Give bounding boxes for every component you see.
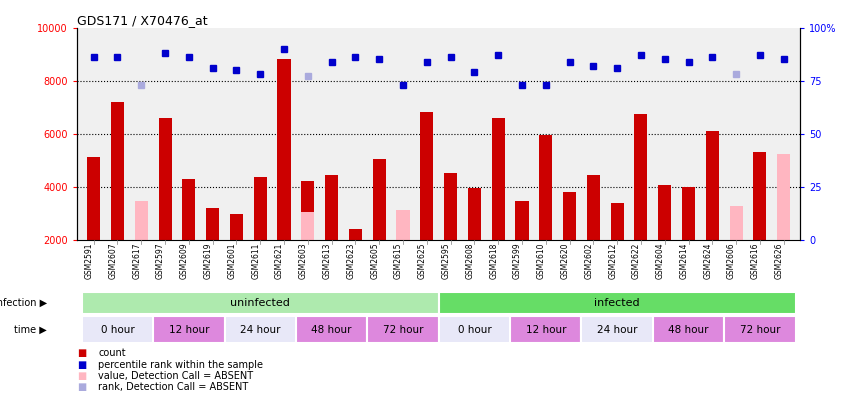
Bar — [581, 316, 653, 343]
Bar — [587, 175, 600, 240]
Bar — [724, 316, 795, 343]
Bar — [777, 154, 790, 240]
Text: GSM2618: GSM2618 — [489, 242, 498, 278]
Bar — [325, 175, 338, 240]
Text: GSM2603: GSM2603 — [299, 242, 308, 279]
Bar — [158, 118, 171, 240]
Text: infection ▶: infection ▶ — [0, 298, 47, 308]
Text: GSM2601: GSM2601 — [228, 242, 236, 279]
Text: 0 hour: 0 hour — [101, 325, 134, 335]
Bar — [658, 185, 671, 240]
Bar — [82, 316, 153, 343]
Bar — [706, 131, 719, 240]
Text: ■: ■ — [77, 360, 86, 369]
Text: GSM2602: GSM2602 — [585, 242, 593, 279]
Bar — [444, 173, 457, 240]
Text: GSM2612: GSM2612 — [608, 242, 617, 278]
Text: ■: ■ — [77, 348, 86, 358]
Text: GSM2611: GSM2611 — [252, 242, 260, 278]
Text: GSM2610: GSM2610 — [537, 242, 546, 279]
Text: time ▶: time ▶ — [15, 325, 47, 335]
Text: GSM2614: GSM2614 — [680, 242, 688, 279]
Text: GSM2617: GSM2617 — [133, 242, 141, 279]
Bar — [396, 210, 409, 240]
Text: uninfected: uninfected — [230, 298, 290, 308]
Text: count: count — [98, 348, 126, 358]
Text: 48 hour: 48 hour — [312, 325, 352, 335]
Text: GSM2621: GSM2621 — [275, 242, 284, 278]
Bar — [82, 292, 439, 314]
Bar — [349, 229, 362, 240]
Bar — [277, 59, 290, 240]
Bar — [372, 159, 386, 240]
Text: GSM2605: GSM2605 — [370, 242, 379, 279]
Bar — [753, 152, 766, 240]
Text: GSM2615: GSM2615 — [394, 242, 403, 279]
Bar — [224, 316, 296, 343]
Text: GSM2624: GSM2624 — [704, 242, 712, 279]
Text: GSM2597: GSM2597 — [156, 242, 165, 279]
Text: GSM2616: GSM2616 — [751, 242, 760, 279]
Bar — [634, 114, 647, 240]
Text: GSM2623: GSM2623 — [347, 242, 355, 279]
Text: GSM2622: GSM2622 — [632, 242, 641, 278]
Bar — [729, 206, 743, 240]
Bar — [491, 118, 505, 240]
Bar — [301, 181, 314, 240]
Text: 72 hour: 72 hour — [740, 325, 780, 335]
Text: GSM2595: GSM2595 — [442, 242, 450, 279]
Bar — [515, 201, 528, 240]
Bar — [420, 112, 433, 240]
Text: 24 hour: 24 hour — [597, 325, 638, 335]
Text: ■: ■ — [77, 382, 86, 392]
Text: GSM2620: GSM2620 — [561, 242, 569, 279]
Bar — [182, 179, 195, 240]
Bar — [134, 201, 148, 240]
Bar — [563, 192, 576, 240]
Text: 72 hour: 72 hour — [383, 325, 423, 335]
Bar — [296, 316, 367, 343]
Bar — [510, 316, 581, 343]
Text: infected: infected — [594, 298, 640, 308]
Text: 0 hour: 0 hour — [457, 325, 491, 335]
Bar — [111, 102, 124, 240]
Text: percentile rank within the sample: percentile rank within the sample — [98, 360, 264, 369]
Text: GSM2609: GSM2609 — [180, 242, 189, 279]
Bar — [653, 316, 724, 343]
Text: GDS171 / X70476_at: GDS171 / X70476_at — [77, 13, 208, 27]
Bar — [367, 316, 439, 343]
Bar — [438, 292, 795, 314]
Text: value, Detection Call = ABSENT: value, Detection Call = ABSENT — [98, 371, 253, 381]
Bar — [206, 208, 219, 240]
Text: 12 hour: 12 hour — [526, 325, 566, 335]
Bar — [682, 187, 695, 240]
Bar — [230, 214, 243, 240]
Bar — [253, 177, 267, 240]
Text: GSM2607: GSM2607 — [109, 242, 117, 279]
Text: 24 hour: 24 hour — [240, 325, 281, 335]
Text: 12 hour: 12 hour — [169, 325, 209, 335]
Text: GSM2608: GSM2608 — [466, 242, 474, 279]
Bar — [539, 135, 552, 240]
Text: GSM2591: GSM2591 — [85, 242, 93, 279]
Text: GSM2619: GSM2619 — [204, 242, 212, 279]
Text: GSM2604: GSM2604 — [656, 242, 665, 279]
Text: GSM2626: GSM2626 — [775, 242, 784, 279]
Text: 48 hour: 48 hour — [669, 325, 709, 335]
Text: GSM2599: GSM2599 — [513, 242, 522, 279]
Text: GSM2606: GSM2606 — [727, 242, 736, 279]
Bar — [87, 158, 100, 240]
Text: rank, Detection Call = ABSENT: rank, Detection Call = ABSENT — [98, 382, 249, 392]
Bar — [438, 316, 510, 343]
Bar — [153, 316, 224, 343]
Text: ■: ■ — [77, 371, 86, 381]
Text: GSM2625: GSM2625 — [418, 242, 427, 279]
Bar — [468, 188, 481, 240]
Bar — [610, 202, 624, 240]
Text: GSM2613: GSM2613 — [323, 242, 331, 279]
Bar — [301, 212, 314, 240]
